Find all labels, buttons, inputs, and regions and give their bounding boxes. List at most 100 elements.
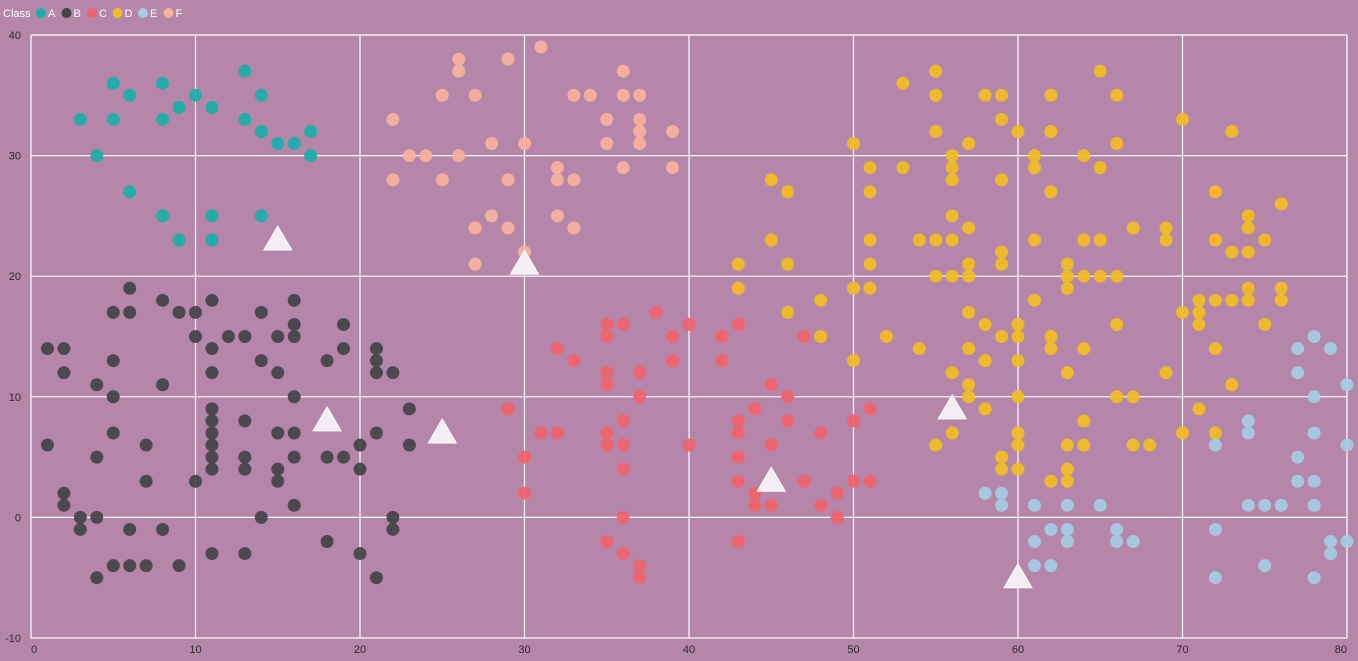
data-point-f[interactable] [600,137,614,151]
data-point-e[interactable] [1044,522,1058,536]
data-point-e[interactable] [995,486,1009,500]
data-point-d[interactable] [1110,317,1124,331]
data-point-b[interactable] [287,426,301,440]
data-point-c[interactable] [863,402,877,416]
data-point-d[interactable] [1241,281,1255,295]
data-point-d[interactable] [1258,317,1272,331]
data-point-d[interactable] [1060,269,1074,283]
data-point-c[interactable] [600,426,614,440]
data-point-d[interactable] [929,88,943,102]
data-point-d[interactable] [978,317,992,331]
data-point-b[interactable] [189,330,202,343]
data-point-c[interactable] [682,438,696,452]
data-point-b[interactable] [106,559,120,573]
data-point-e[interactable] [1324,342,1338,356]
legend-label-f[interactable]: F [176,8,183,20]
legend-marker-a[interactable] [36,8,46,18]
data-point-b[interactable] [369,426,383,440]
data-point-b[interactable] [139,559,153,573]
centroid-marker[interactable] [756,466,787,492]
data-point-a[interactable] [73,112,87,126]
data-point-d[interactable] [814,293,828,307]
data-point-b[interactable] [106,426,120,440]
data-point-b[interactable] [271,474,285,488]
data-point-d[interactable] [1060,257,1074,271]
data-point-b[interactable] [369,571,383,585]
data-point-b[interactable] [254,305,268,319]
data-point-c[interactable] [764,498,778,512]
data-point-d[interactable] [1241,221,1255,235]
data-point-d[interactable] [1077,414,1091,428]
data-point-b[interactable] [205,366,219,380]
data-point-e[interactable] [1241,498,1255,512]
data-point-f[interactable] [402,149,416,163]
data-point-d[interactable] [731,281,745,295]
data-point-b[interactable] [205,450,219,464]
data-point-c[interactable] [600,535,614,549]
data-point-d[interactable] [1044,88,1058,102]
centroid-marker[interactable] [427,417,458,444]
data-point-b[interactable] [123,559,137,573]
data-point-d[interactable] [863,257,877,271]
data-point-b[interactable] [123,522,137,536]
data-point-c[interactable] [633,559,647,573]
data-point-d[interactable] [1077,269,1091,283]
data-point-a[interactable] [238,112,252,126]
data-point-c[interactable] [518,450,531,464]
centroid-marker[interactable] [1003,562,1033,589]
data-point-f[interactable] [616,64,630,78]
data-point-b[interactable] [205,462,219,476]
data-point-d[interactable] [1159,221,1173,235]
data-point-f[interactable] [666,124,680,138]
data-point-e[interactable] [1324,535,1338,549]
data-point-e[interactable] [1291,474,1305,488]
data-point-c[interactable] [633,366,647,380]
data-point-c[interactable] [616,462,630,476]
data-point-b[interactable] [402,438,416,452]
data-point-e[interactable] [1307,330,1321,343]
data-point-c[interactable] [797,474,811,488]
data-point-b[interactable] [172,305,186,319]
data-point-d[interactable] [962,378,976,392]
data-point-e[interactable] [1307,390,1321,404]
data-point-b[interactable] [205,414,219,428]
data-point-d[interactable] [1274,281,1288,295]
data-point-d[interactable] [1192,317,1206,331]
data-point-b[interactable] [40,342,54,356]
data-point-f[interactable] [633,137,647,151]
data-point-e[interactable] [1291,450,1305,464]
data-point-d[interactable] [863,161,877,175]
data-point-d[interactable] [1159,233,1173,247]
data-point-a[interactable] [90,149,104,163]
data-point-d[interactable] [1093,64,1107,78]
data-point-f[interactable] [600,112,614,126]
legend-label-c[interactable]: C [99,8,107,20]
data-point-b[interactable] [205,342,219,356]
data-point-b[interactable] [156,378,170,392]
data-point-d[interactable] [1093,161,1107,175]
data-point-d[interactable] [1011,426,1025,440]
data-point-d[interactable] [1208,293,1222,307]
data-point-c[interactable] [715,354,729,368]
data-point-c[interactable] [616,547,630,561]
data-point-d[interactable] [1192,402,1206,416]
data-point-f[interactable] [386,173,400,187]
data-point-f[interactable] [435,88,449,102]
data-point-b[interactable] [139,438,153,452]
data-point-d[interactable] [879,330,893,343]
data-point-d[interactable] [863,185,877,199]
data-point-b[interactable] [271,462,285,476]
data-point-d[interactable] [847,281,860,295]
data-point-b[interactable] [369,354,383,368]
data-point-d[interactable] [1077,342,1091,356]
data-point-d[interactable] [1044,185,1058,199]
data-point-d[interactable] [929,269,943,283]
data-point-d[interactable] [896,161,910,175]
legend-label-b[interactable]: B [74,8,81,20]
data-point-c[interactable] [764,378,778,392]
data-point-c[interactable] [616,317,630,331]
data-point-d[interactable] [781,185,795,199]
data-point-b[interactable] [386,366,400,380]
data-point-b[interactable] [353,547,367,561]
data-point-d[interactable] [962,269,976,283]
